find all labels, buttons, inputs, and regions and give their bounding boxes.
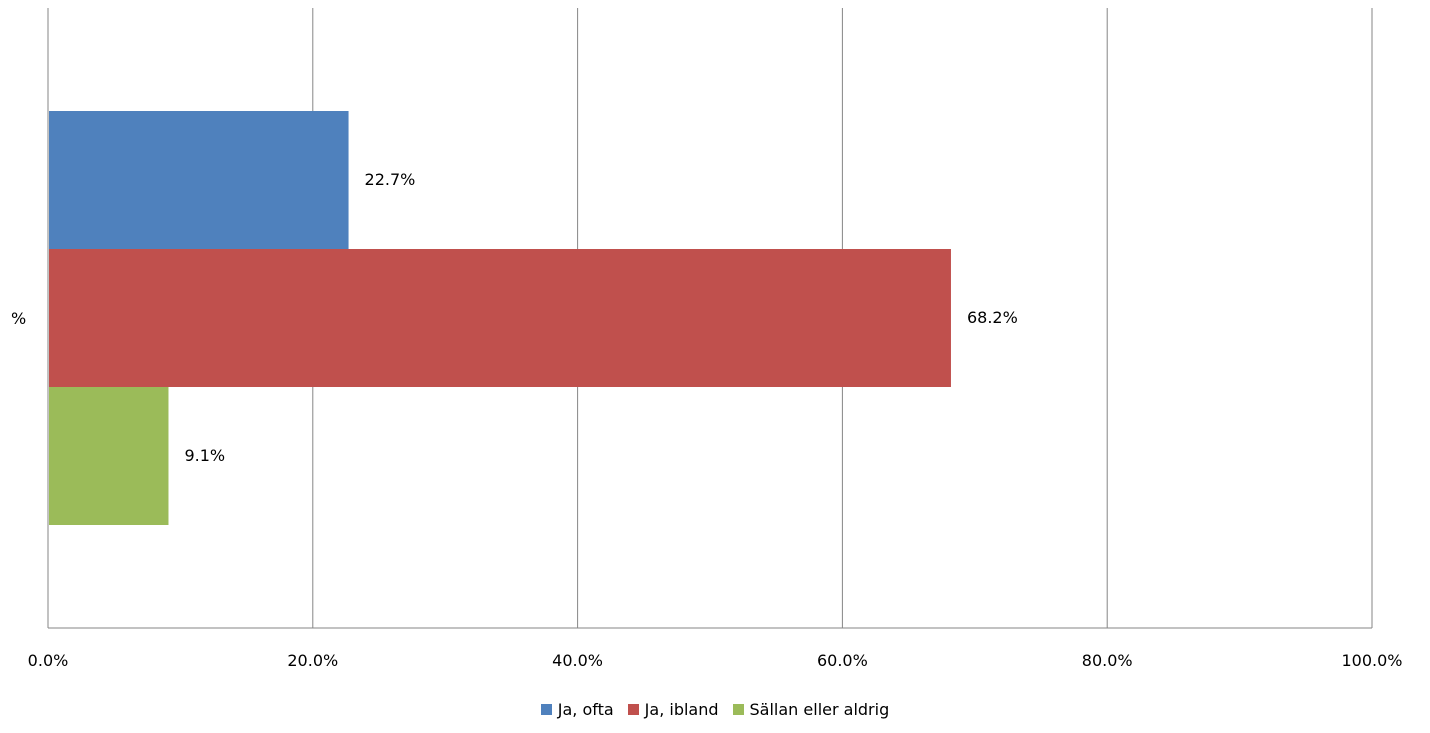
axes: %	[11, 8, 1372, 629]
legend-item-sallan: Sällan eller aldrig	[732, 700, 890, 719]
y-category-label: %	[11, 309, 26, 328]
bar	[49, 387, 169, 525]
legend: Ja, ofta Ja, ibland Sällan eller aldrig	[0, 700, 1430, 719]
legend-swatch-ja-ibland	[627, 704, 639, 715]
x-tick-label: 80.0%	[1082, 651, 1133, 670]
bar	[49, 249, 951, 387]
x-tick-label: 100.0%	[1341, 651, 1402, 670]
legend-item-ja-ibland: Ja, ibland	[627, 700, 719, 719]
bars: 22.7% 68.2% 9.1%	[49, 111, 1018, 525]
x-tick-labels: 0.0% 20.0% 40.0% 60.0% 80.0% 100.0%	[28, 651, 1403, 670]
x-tick-label: 20.0%	[287, 651, 338, 670]
legend-label-sallan: Sällan eller aldrig	[749, 700, 890, 719]
data-label: 68.2%	[967, 308, 1018, 327]
data-label: 9.1%	[184, 446, 225, 465]
legend-label-ja-ofta: Ja, ofta	[557, 700, 614, 719]
legend-swatch-ja-ofta	[540, 704, 552, 715]
x-tick-label: 0.0%	[28, 651, 69, 670]
legend-item-ja-ofta: Ja, ofta	[540, 700, 614, 719]
legend-swatch-sallan	[732, 704, 744, 715]
x-tick-label: 60.0%	[817, 651, 868, 670]
x-tick-label: 40.0%	[552, 651, 603, 670]
data-label: 22.7%	[365, 170, 416, 189]
bar	[49, 111, 349, 249]
legend-label-ja-ibland: Ja, ibland	[644, 700, 719, 719]
